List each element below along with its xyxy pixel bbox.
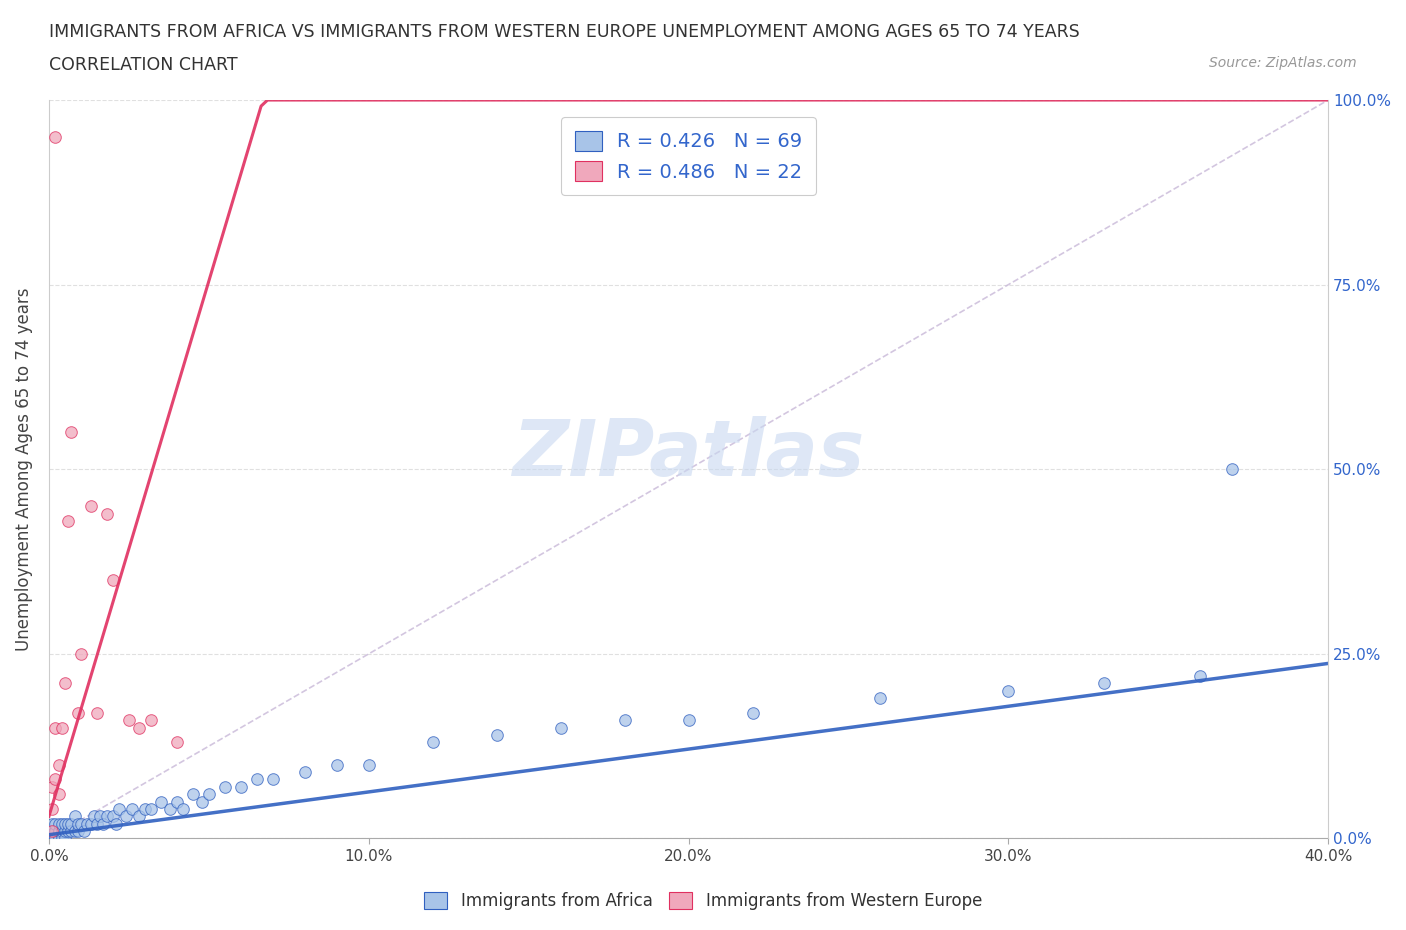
Point xyxy=(172,802,194,817)
Point xyxy=(105,817,128,831)
Point xyxy=(678,713,700,728)
Point xyxy=(60,824,83,839)
Point xyxy=(101,809,124,824)
Point xyxy=(44,772,66,787)
Point xyxy=(101,573,124,588)
Text: Source: ZipAtlas.com: Source: ZipAtlas.com xyxy=(1209,56,1357,70)
Point xyxy=(357,757,380,772)
Point xyxy=(141,802,163,817)
Point xyxy=(485,727,508,742)
Point xyxy=(89,809,111,824)
Point xyxy=(128,720,150,735)
Point xyxy=(48,824,70,839)
Point xyxy=(997,684,1019,698)
Point xyxy=(41,824,63,839)
Point xyxy=(51,831,73,846)
Point xyxy=(91,817,114,831)
Point xyxy=(108,802,131,817)
Point xyxy=(121,802,143,817)
Point xyxy=(48,831,70,846)
Point xyxy=(73,824,96,839)
Point xyxy=(1092,676,1115,691)
Point xyxy=(66,817,89,831)
Point xyxy=(51,817,73,831)
Point xyxy=(96,809,118,824)
Point xyxy=(246,772,269,787)
Point xyxy=(41,817,63,831)
Point xyxy=(41,779,63,794)
Point xyxy=(53,824,76,839)
Point xyxy=(53,817,76,831)
Point xyxy=(134,802,156,817)
Point xyxy=(66,706,89,721)
Point xyxy=(550,720,572,735)
Point xyxy=(741,706,763,721)
Point xyxy=(166,735,188,750)
Point xyxy=(96,506,118,521)
Point xyxy=(56,824,79,839)
Point xyxy=(1189,669,1212,684)
Point xyxy=(56,817,79,831)
Point xyxy=(262,772,284,787)
Point xyxy=(159,802,181,817)
Point xyxy=(198,787,221,802)
Point xyxy=(41,831,63,846)
Point xyxy=(1220,462,1243,477)
Text: ZIPatlas: ZIPatlas xyxy=(512,417,865,493)
Point xyxy=(422,735,444,750)
Point xyxy=(60,817,83,831)
Point xyxy=(44,817,66,831)
Point xyxy=(44,824,66,839)
Point xyxy=(48,824,70,839)
Point xyxy=(214,779,236,794)
Text: CORRELATION CHART: CORRELATION CHART xyxy=(49,56,238,73)
Point xyxy=(53,676,76,691)
Point xyxy=(869,691,891,706)
Point xyxy=(79,817,101,831)
Point xyxy=(229,779,252,794)
Point xyxy=(41,802,63,817)
Point xyxy=(44,129,66,144)
Point xyxy=(66,824,89,839)
Point xyxy=(63,824,86,839)
Point xyxy=(60,425,83,440)
Point xyxy=(79,498,101,513)
Point xyxy=(70,817,93,831)
Point xyxy=(44,824,66,839)
Point xyxy=(44,831,66,846)
Point xyxy=(41,824,63,839)
Point xyxy=(41,831,63,846)
Point xyxy=(326,757,349,772)
Point xyxy=(48,817,70,831)
Point xyxy=(48,757,70,772)
Point xyxy=(44,720,66,735)
Point xyxy=(63,809,86,824)
Point xyxy=(53,831,76,846)
Text: IMMIGRANTS FROM AFRICA VS IMMIGRANTS FROM WESTERN EUROPE UNEMPLOYMENT AMONG AGES: IMMIGRANTS FROM AFRICA VS IMMIGRANTS FRO… xyxy=(49,23,1080,41)
Point xyxy=(48,787,70,802)
Point xyxy=(56,513,79,528)
Point xyxy=(83,809,105,824)
Point xyxy=(191,794,214,809)
Y-axis label: Unemployment Among Ages 65 to 74 years: Unemployment Among Ages 65 to 74 years xyxy=(15,287,32,651)
Point xyxy=(166,794,188,809)
Point xyxy=(86,706,108,721)
Point xyxy=(613,713,636,728)
Point xyxy=(44,831,66,846)
Point xyxy=(149,794,172,809)
Point xyxy=(70,646,93,661)
Point xyxy=(76,817,98,831)
Point xyxy=(51,824,73,839)
Point xyxy=(51,720,73,735)
Point xyxy=(86,817,108,831)
Point xyxy=(114,809,136,824)
Legend: Immigrants from Africa, Immigrants from Western Europe: Immigrants from Africa, Immigrants from … xyxy=(418,885,988,917)
Point xyxy=(118,713,141,728)
Legend: R = 0.426   N = 69, R = 0.486   N = 22: R = 0.426 N = 69, R = 0.486 N = 22 xyxy=(561,117,815,195)
Point xyxy=(128,809,150,824)
Point xyxy=(294,764,316,779)
Point xyxy=(181,787,204,802)
Point xyxy=(141,713,163,728)
